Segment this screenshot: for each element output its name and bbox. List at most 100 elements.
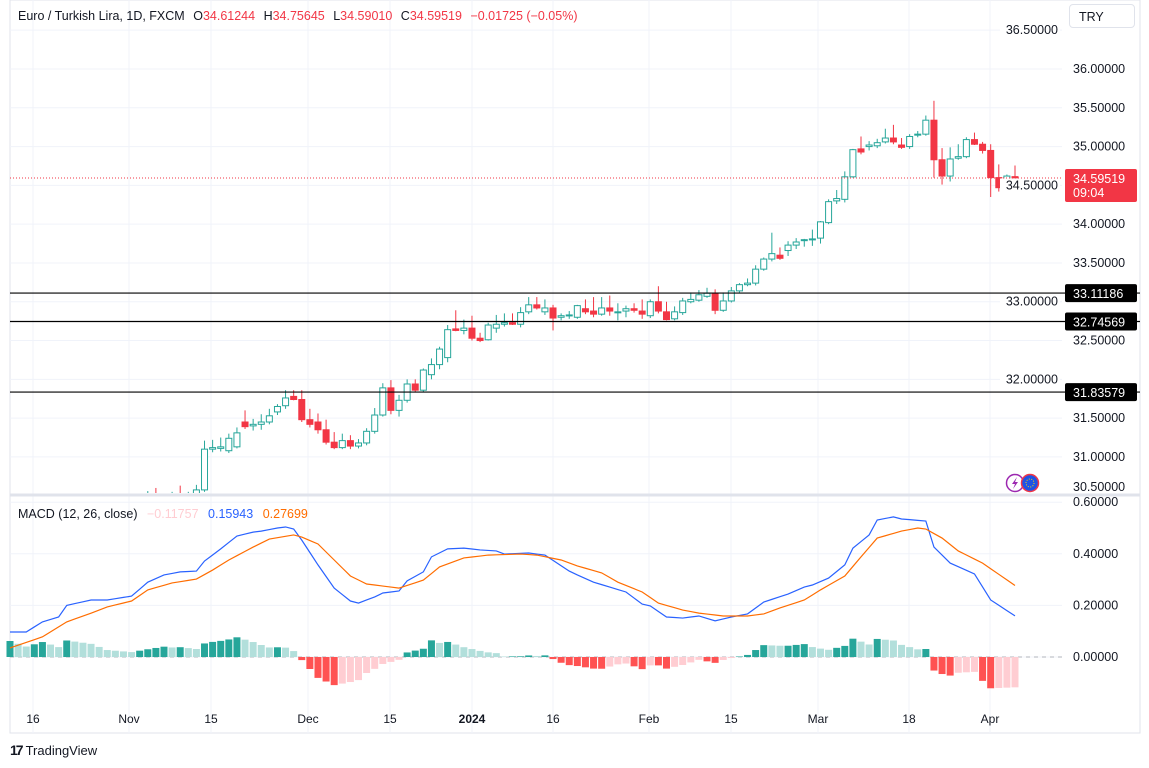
macd-histogram-bar xyxy=(930,657,938,671)
macd-histogram-bar xyxy=(14,643,22,657)
price-axis-tick: 33.50000 xyxy=(1073,256,1125,270)
candle-body-down xyxy=(776,254,784,259)
price-axis-tick-bg xyxy=(1000,294,1060,310)
low-value: 34.59010 xyxy=(340,9,393,23)
candle-body-up xyxy=(906,135,914,148)
brand-name: TradingView xyxy=(25,742,98,758)
candle-body-down xyxy=(630,308,638,311)
candle-body-up xyxy=(201,448,209,491)
candle-body-down xyxy=(898,144,906,148)
macd-title: MACD (12, 26, close) xyxy=(18,507,138,521)
macd-histogram-bar xyxy=(111,650,119,657)
price-axis-tick: 31.50000 xyxy=(1073,411,1125,425)
macd-histogram-bar xyxy=(363,657,371,673)
macd-histogram-bar xyxy=(622,657,630,664)
macd-histogram-bar xyxy=(816,648,824,657)
candle-body-up xyxy=(541,307,549,313)
macd-histogram-bar xyxy=(371,657,379,669)
candle-body-down xyxy=(452,328,460,331)
macd-histogram-bar xyxy=(6,641,14,657)
macd-histogram-bar xyxy=(768,645,776,657)
level-price-label-bg xyxy=(1065,312,1137,331)
macd-histogram-bar xyxy=(30,644,38,657)
last-price-label-bg xyxy=(1065,168,1137,202)
macd-histogram-bar xyxy=(192,649,200,657)
candle-body-down xyxy=(533,304,541,309)
high-label: H xyxy=(263,9,273,23)
macd-histogram-bar xyxy=(411,650,419,657)
price-axis-tick: 34.00000 xyxy=(1073,217,1125,231)
macd-histogram-bar xyxy=(273,647,281,657)
price-axis-tick-bg xyxy=(1000,23,1060,39)
macd-histogram-bar xyxy=(549,657,557,660)
candle-body-down xyxy=(387,387,395,411)
candle-body-down xyxy=(322,429,330,443)
candle-body-up xyxy=(338,440,346,449)
macd-histogram-bar xyxy=(444,641,452,657)
candle-body-down xyxy=(290,395,298,401)
candle-body-down xyxy=(979,143,987,151)
macd-histogram-bar xyxy=(825,649,833,657)
macd-histogram-bar xyxy=(808,647,816,657)
candle-body-up xyxy=(427,364,435,376)
candle-body-up xyxy=(460,327,468,331)
macd-histogram-bar xyxy=(565,657,573,666)
macd-histogram-bar xyxy=(484,652,492,657)
price-axis-tick: 32.00000 xyxy=(1006,372,1058,386)
candle-body-up xyxy=(371,414,379,432)
level-price-label: 32.74569 xyxy=(1073,315,1125,329)
tradingview-brand[interactable]: 17 TradingView xyxy=(10,742,97,758)
candle-body-up xyxy=(833,198,841,202)
price-axis-tick: 35.00000 xyxy=(1073,140,1125,154)
time-axis-tick: 16 xyxy=(546,712,560,726)
macd-histogram-bar xyxy=(914,649,922,657)
macd-histogram-bar xyxy=(225,639,233,657)
candle-body-up xyxy=(800,239,808,242)
macd-histogram-bar xyxy=(257,645,265,657)
macd-histogram-bar xyxy=(752,650,760,657)
candle-body-up xyxy=(573,305,581,318)
candle-body-up xyxy=(703,292,711,297)
macd-histogram-bar xyxy=(217,640,225,657)
candle-body-up xyxy=(784,244,792,252)
macd-histogram-bar xyxy=(346,657,354,683)
candle-body-down xyxy=(314,421,322,431)
macd-histogram-bar xyxy=(468,649,476,657)
macd-histogram-bar xyxy=(152,647,160,657)
macd-histogram-bar xyxy=(322,657,330,682)
close-label: C xyxy=(400,9,410,23)
macd-histogram-bar xyxy=(679,657,687,665)
macd-histogram-bar xyxy=(760,645,768,657)
candle-body-up xyxy=(768,253,776,260)
symbol-legend: Euro / Turkish Lira, 1D, FXCM O34.61244 … xyxy=(18,9,582,23)
macd-histogram-bar xyxy=(460,647,468,657)
macd-histogram-bar xyxy=(290,651,298,657)
macd-line-value: 0.15943 xyxy=(208,507,254,521)
macd-histogram-bar xyxy=(614,657,622,665)
macd-histogram-bar xyxy=(598,657,606,669)
macd-histogram-bar xyxy=(865,644,873,657)
macd-line xyxy=(10,516,1016,633)
candle-body-down xyxy=(638,310,646,315)
low-label: L xyxy=(333,9,341,23)
price-axis-tick: 30.50000 xyxy=(1073,480,1125,494)
candle-body-up xyxy=(962,139,970,158)
candle-body-down xyxy=(549,307,557,319)
macd-histogram-bar xyxy=(492,653,500,657)
time-axis-tick: 16 xyxy=(26,712,40,726)
lightning-icon xyxy=(1005,473,1025,493)
macd-axis-tick: 0.00000 xyxy=(1073,650,1118,664)
macd-histogram-bar xyxy=(176,647,184,657)
candle-body-up xyxy=(727,290,735,302)
currency-button[interactable]: TRY xyxy=(1069,4,1135,28)
candle-body-down xyxy=(241,421,249,428)
candle-body-down xyxy=(346,440,354,447)
candle-body-up xyxy=(760,258,768,270)
level-price-label-bg xyxy=(1065,383,1137,402)
price-axis-tick: 34.50000 xyxy=(1006,178,1058,192)
macd-histogram-bar xyxy=(314,657,322,678)
chart-frame xyxy=(9,0,1141,734)
macd-histogram-bar xyxy=(849,638,857,657)
candle-body-up xyxy=(225,437,233,452)
